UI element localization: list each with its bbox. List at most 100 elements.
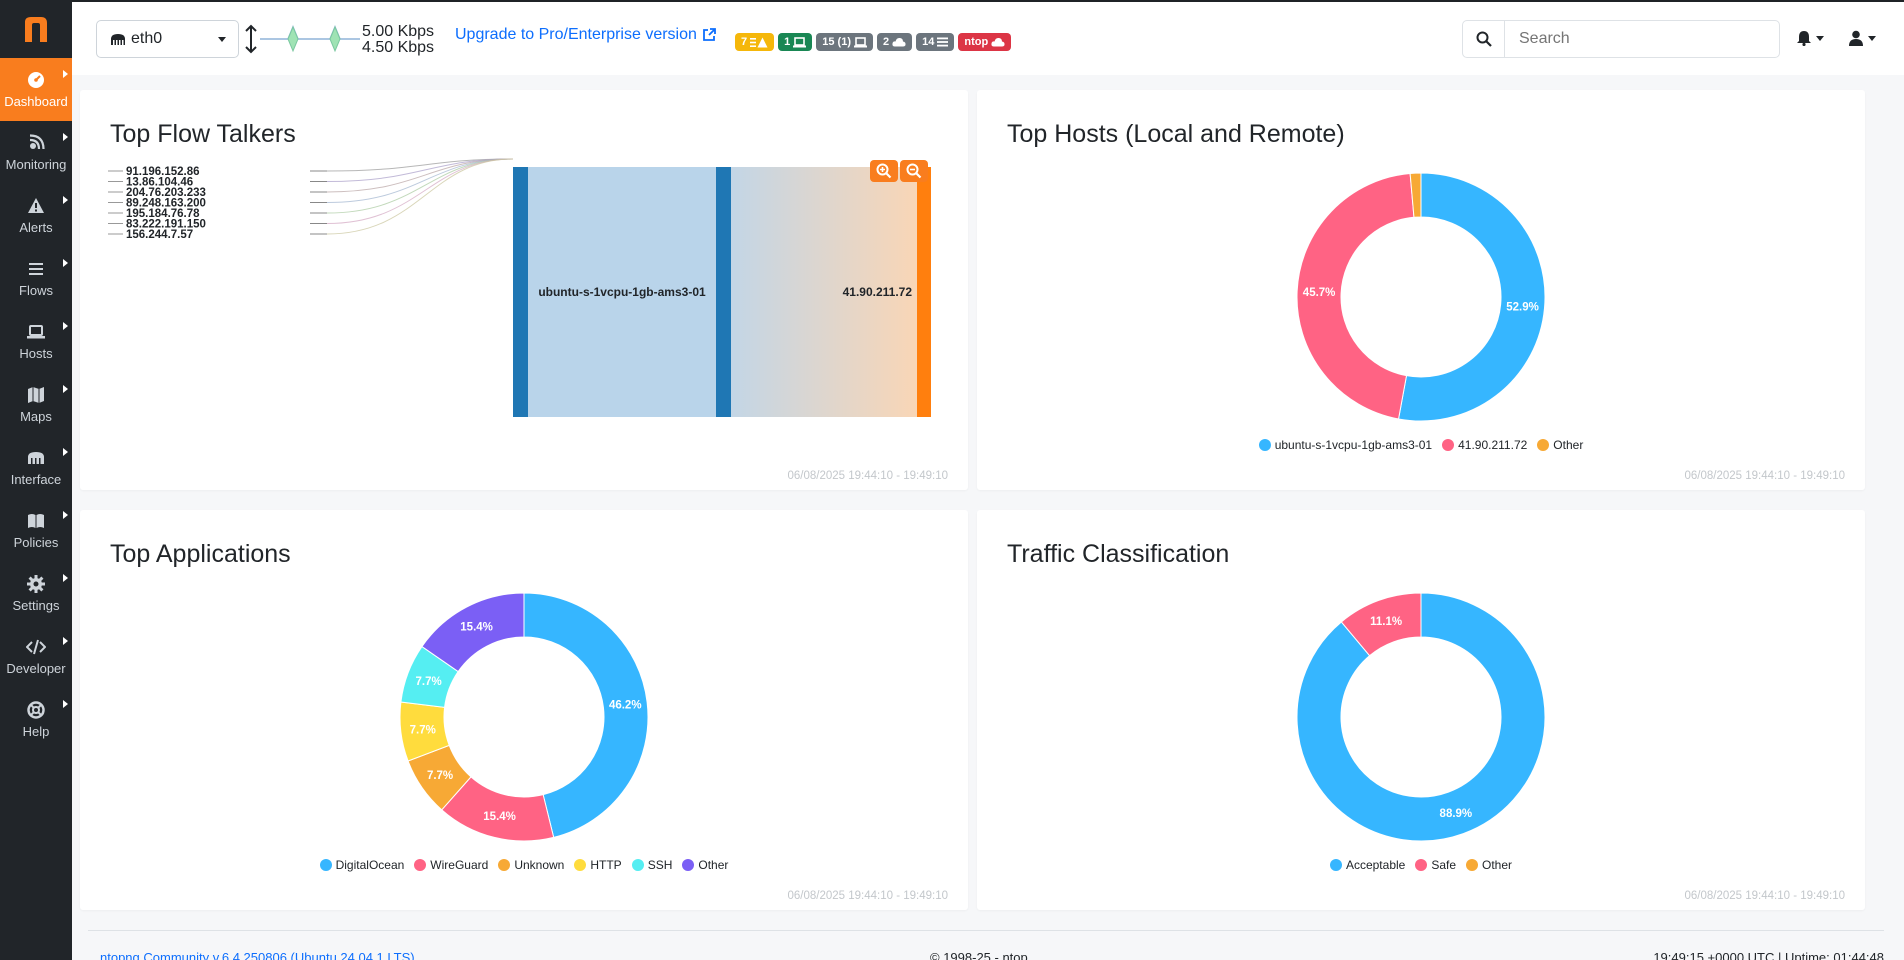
card-title: Traffic Classification xyxy=(1007,540,1230,568)
legend-item[interactable]: Other xyxy=(1466,858,1512,872)
badge-count: 1 xyxy=(784,36,791,48)
badge-count: ntop xyxy=(964,36,989,48)
ntopng-logo[interactable] xyxy=(0,0,72,58)
sidebar-item-label: Policies xyxy=(13,534,59,550)
sidebar-item-developer[interactable]: Developer xyxy=(0,625,72,688)
legend-item[interactable]: ubuntu-s-1vcpu-1gb-ams3-01 xyxy=(1258,438,1432,452)
dashboard-icon xyxy=(26,71,46,89)
legend-swatch xyxy=(1258,439,1271,451)
status-badge[interactable]: 1 xyxy=(778,33,813,51)
chevron-down-icon xyxy=(1816,35,1824,41)
donut-slice[interactable] xyxy=(1296,592,1546,842)
sidebar-item-interface[interactable]: Interface xyxy=(0,436,72,499)
legend-item[interactable]: 41.90.211.72 xyxy=(1442,438,1527,452)
interface-select[interactable]: eth0 xyxy=(96,20,239,58)
hosts-icon xyxy=(26,323,46,341)
status-badge[interactable]: 14 xyxy=(916,33,955,51)
legend-item[interactable]: HTTP xyxy=(574,858,622,872)
donut-slice[interactable] xyxy=(1397,172,1546,422)
cloud-icon xyxy=(892,37,906,47)
donut-slice[interactable] xyxy=(1296,172,1415,420)
donut-slice-label: 45.7% xyxy=(1303,287,1336,299)
sidebar-item-maps[interactable]: Maps xyxy=(0,373,72,436)
chevron-right-icon xyxy=(63,133,68,141)
policies-icon xyxy=(26,512,46,530)
legend-item[interactable]: Acceptable xyxy=(1329,858,1405,872)
version-link[interactable]: ntopng Community v.6.4.250806 (Ubuntu 24… xyxy=(100,950,415,960)
legend-swatch xyxy=(631,859,644,871)
top-applications-card: Top Applications 46.2% 15.4% 7.7% 7.7% 7.7% 1… xyxy=(80,510,968,910)
chart-legend: DigitalOcean WireGuard Unknown HTTP SSH Other xyxy=(80,858,968,872)
sankey-source-label: 204.76.203.233 xyxy=(126,187,206,199)
laptop-icon xyxy=(854,36,867,48)
sidebar-item-label: Hosts xyxy=(19,345,53,361)
laptop-icon xyxy=(793,36,807,48)
zoom-out-button[interactable] xyxy=(900,160,928,182)
donut-slice-label: 7.7% xyxy=(410,724,436,736)
donut-slice-label: 11.1% xyxy=(1370,616,1402,628)
status-badge[interactable]: 15 (1) xyxy=(816,33,873,51)
search-input[interactable] xyxy=(1505,21,1779,57)
sidebar-item-hosts[interactable]: Hosts xyxy=(0,310,72,373)
chevron-right-icon xyxy=(63,448,68,456)
up-down-arrows-icon xyxy=(245,24,257,54)
sidebar-item-label: Help xyxy=(22,723,50,739)
monitoring-icon xyxy=(26,133,46,152)
zoom-in-button[interactable] xyxy=(870,160,898,182)
footer-divider xyxy=(88,930,1884,931)
interface-name: eth0 xyxy=(131,30,163,47)
status-badge[interactable]: 7 xyxy=(735,33,775,51)
sidebar-item-help[interactable]: Help xyxy=(0,688,72,751)
badge-count: 15 (1) xyxy=(822,36,851,48)
cloud-icon xyxy=(991,37,1005,47)
donut-slice[interactable] xyxy=(1340,592,1422,657)
status-badge[interactable]: ntop xyxy=(958,33,1012,51)
sankey-middle-link xyxy=(528,167,716,417)
legend-swatch xyxy=(1415,859,1428,871)
sidebar-item-label: Interface xyxy=(10,471,62,487)
sidebar-item-policies[interactable]: Policies xyxy=(0,499,72,562)
sidebar-item-monitoring[interactable]: Monitoring xyxy=(0,121,72,184)
donut-slice-label: 52.9% xyxy=(1506,301,1539,313)
sankey-link xyxy=(326,158,514,193)
legend-item[interactable]: DigitalOcean xyxy=(319,858,404,872)
status-badge[interactable]: 2 xyxy=(877,33,913,51)
legend-label: Unknown xyxy=(514,858,565,872)
chevron-right-icon xyxy=(63,196,68,204)
chevron-right-icon xyxy=(63,70,68,78)
copyright-text: © 1998-25 - ntop xyxy=(930,950,1028,960)
top-applications-donut: 46.2% 15.4% 7.7% 7.7% 7.7% 15.4% xyxy=(399,592,649,842)
user-menu-button[interactable] xyxy=(1848,30,1876,46)
legend-item[interactable]: SSH xyxy=(631,858,672,872)
maps-icon xyxy=(26,386,46,404)
sidebar-item-settings[interactable]: Settings xyxy=(0,562,72,625)
sidebar-item-alerts[interactable]: Alerts xyxy=(0,184,72,247)
upgrade-link[interactable]: Upgrade to Pro/Enterprise version xyxy=(455,26,717,44)
sankey-target-link xyxy=(731,167,917,417)
top-hosts-donut: 52.9% 45.7% xyxy=(1296,172,1546,422)
chevron-right-icon xyxy=(63,637,68,645)
donut-slice-label: 7.7% xyxy=(427,770,453,782)
sidebar-item-flows[interactable]: Flows xyxy=(0,247,72,310)
sidebar-item-label: Flows xyxy=(19,282,53,298)
legend-item[interactable]: Unknown xyxy=(498,858,564,872)
donut-slice[interactable] xyxy=(523,592,649,839)
status-badges: 7 1 15 (1) 2 14 ntop xyxy=(735,33,1012,51)
notifications-button[interactable] xyxy=(1796,30,1824,46)
card-timestamp: 06/08/2025 19:44:10 - 19:49:10 xyxy=(1684,470,1845,482)
legend-item[interactable]: Other xyxy=(1537,438,1583,452)
sidebar-item-label: Developer xyxy=(6,660,66,676)
donut-slice-label: 88.9% xyxy=(1440,808,1473,820)
help-icon xyxy=(26,700,46,719)
traffic-sparkline xyxy=(260,25,360,53)
sankey-source-label: 156.244.7.57 xyxy=(126,229,193,241)
donut-slice[interactable] xyxy=(421,592,525,673)
legend-item[interactable]: WireGuard xyxy=(414,858,488,872)
sidebar-item-dashboard[interactable]: Dashboard xyxy=(0,58,72,121)
sidebar-item-label: Maps xyxy=(20,408,52,424)
legend-item[interactable]: Safe xyxy=(1415,858,1456,872)
donut-slice[interactable] xyxy=(1409,172,1422,218)
legend-label: HTTP xyxy=(590,858,622,872)
search-button[interactable] xyxy=(1463,21,1505,57)
legend-item[interactable]: Other xyxy=(682,858,728,872)
